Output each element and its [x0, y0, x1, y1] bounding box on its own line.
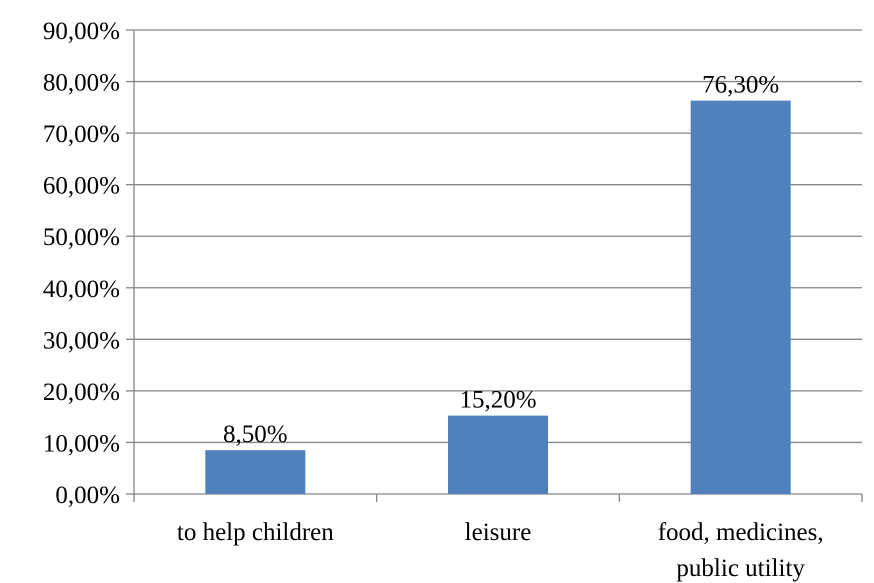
- bar: [448, 415, 548, 494]
- bar: [690, 100, 791, 495]
- gridlines: [134, 29, 862, 444]
- y-tick-label: 40,00%: [43, 276, 120, 303]
- y-tick-label: 90,00%: [43, 18, 120, 45]
- y-tick-label: 60,00%: [43, 173, 120, 200]
- category-label: to help children: [177, 519, 334, 546]
- data-label: 8,50%: [223, 421, 288, 448]
- data-label: 76,30%: [702, 72, 779, 99]
- category-label: food, medicines, public utility: [658, 519, 824, 582]
- bars: [205, 100, 791, 495]
- y-tick-label: 0,00%: [55, 482, 120, 509]
- y-tick-label: 30,00%: [43, 327, 120, 354]
- y-tick-label: 70,00%: [43, 121, 120, 148]
- y-tick-labels: 0,00% 10,00% 20,00% 30,00% 40,00% 50,00% 60,00…: [43, 18, 120, 509]
- data-labels: 8,50% 15,20% 76,30%: [223, 72, 779, 449]
- category-label: leisure: [465, 519, 532, 546]
- bar: [205, 450, 306, 494]
- x-category-labels: to help children leisure food, medicines, p…: [177, 519, 824, 582]
- y-tick-label: 80,00%: [43, 70, 120, 97]
- data-label: 15,20%: [459, 387, 536, 414]
- y-tick-label: 20,00%: [43, 379, 120, 406]
- y-tick-label: 10,00%: [43, 430, 120, 457]
- y-tick-label: 50,00%: [43, 224, 120, 251]
